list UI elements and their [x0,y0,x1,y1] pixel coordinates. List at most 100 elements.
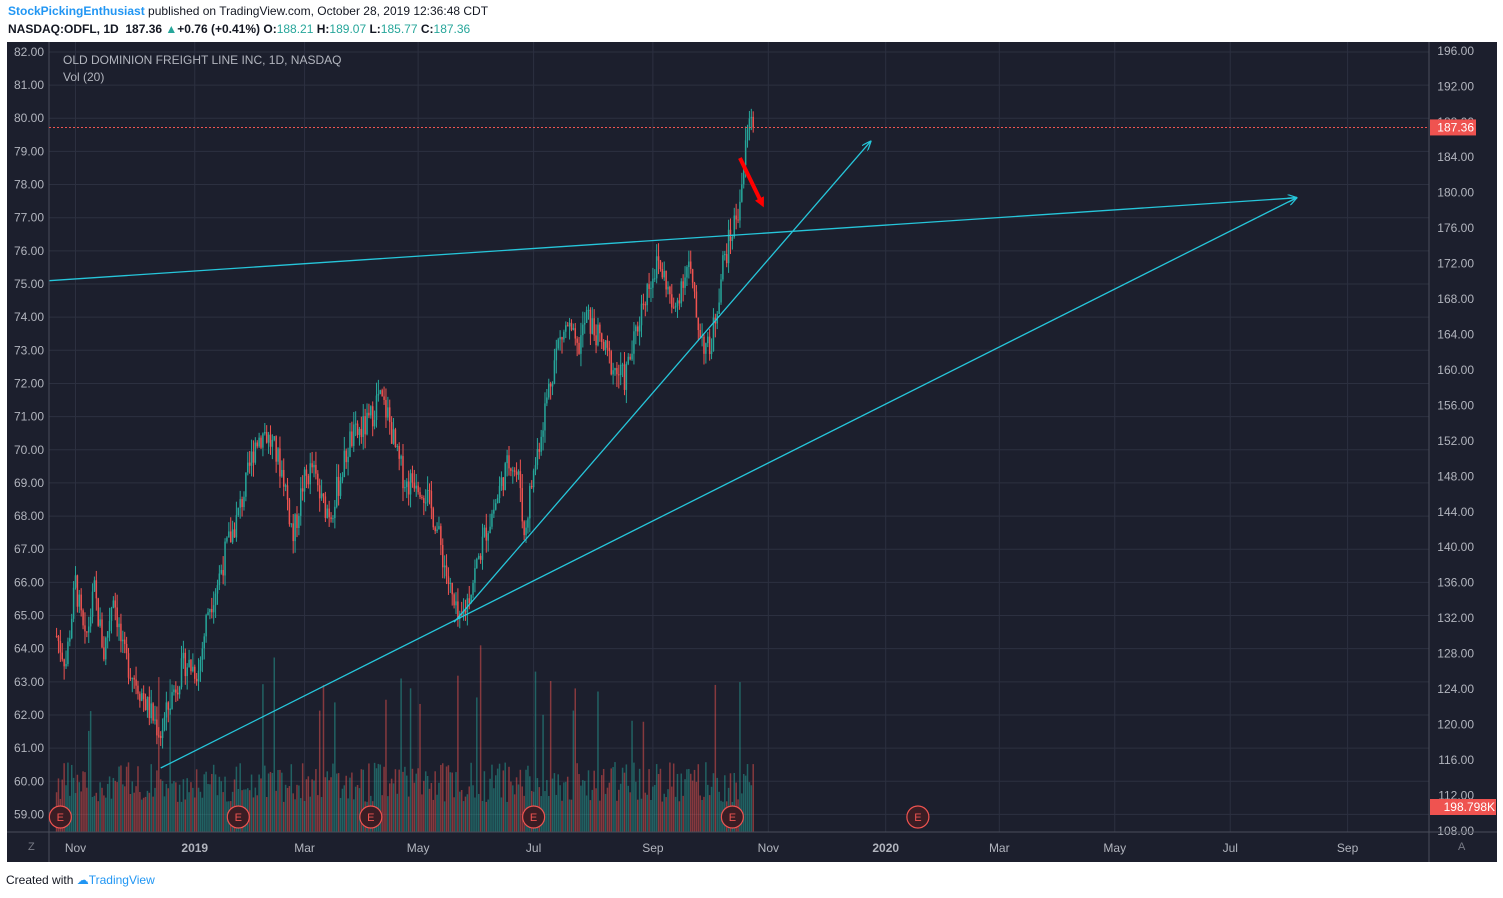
volume-bar [629,792,631,832]
author-link[interactable]: StockPickingEnthusiast [8,4,145,18]
volume-bar [74,793,77,832]
volume-bar [163,796,166,832]
earnings-marker[interactable] [226,805,250,829]
volume-bar [703,796,705,832]
candle-body [510,468,512,471]
volume-bar [671,786,673,832]
earnings-marker[interactable] [359,805,383,829]
chart[interactable]: 82.00 81.00 80.00 79.00 78.00 77.00 76.00 75.00… [7,42,1497,862]
earnings-marker[interactable] [720,805,744,829]
volume-bar [601,775,603,832]
candle-body [307,475,310,485]
volume-bar [93,795,96,832]
earnings-marker[interactable] [48,805,72,829]
legend-volume: Vol (20) [63,70,104,84]
earnings-marker[interactable] [906,805,930,829]
candle-body [239,499,241,508]
trendline[interactable] [160,198,1297,769]
volume-bar [614,762,616,832]
trendline[interactable] [48,198,1296,282]
volume-bar [292,793,294,832]
volume-bars [55,645,754,832]
candle-body [360,428,363,438]
candle-body [725,254,728,264]
trendline[interactable] [453,141,870,623]
candle-body [284,485,287,487]
tradingview-link[interactable]: TradingView [88,873,155,887]
left-tick-label: 79.00 [14,144,44,158]
candle-body [570,322,573,330]
volume-bar [544,791,546,832]
candle-body [125,643,128,654]
up-arrow-icon: ▲ [165,22,178,36]
candle-body [354,423,357,425]
earnings-label: E [729,812,736,824]
volume-bar [205,771,207,832]
chart-background [7,42,1497,862]
candle-body [585,310,588,323]
volume-bar [612,767,614,832]
volume-bar [212,764,215,832]
zoom-button[interactable]: Z [28,841,35,853]
volume-bar [654,785,656,832]
auto-label: A [1458,841,1466,853]
candle-body [748,118,751,130]
right-tick-label: 180.00 [1437,186,1474,200]
candle-body [676,300,679,306]
candle-body [328,508,330,518]
candle-body [103,647,105,660]
left-tick-label: 76.00 [14,244,44,258]
volume-bar [635,781,637,832]
candle-body [152,703,154,721]
volume-bar [659,768,662,832]
tradingview-logo-icon[interactable]: ☁ [76,873,89,887]
volume-bar [712,773,715,832]
right-tick-label: 148.00 [1437,469,1474,483]
last-price: 187.36 [125,22,163,36]
volume-bar [396,793,399,832]
candle-body [640,303,643,326]
volume-bar [699,795,701,832]
candle-body [633,331,635,354]
candle-body [712,317,715,352]
candle-body [661,269,664,278]
volume-bar [148,792,151,832]
candle-body [646,284,648,306]
candle-body [320,493,323,499]
candle-body [703,336,705,354]
publish-info: StockPickingEnthusiast published on Trad… [8,4,488,18]
annotation-arrow[interactable] [738,157,764,208]
candle-body [194,666,196,679]
volume-bar [335,773,338,832]
candle-body [498,485,501,499]
candle-body [86,631,88,633]
candle-body [671,294,673,308]
volume-bar [460,789,463,832]
volume-bar [411,768,414,832]
volume-bar [455,772,457,832]
auto-scale-button[interactable]: A [1458,841,1466,853]
candle-body [398,446,400,459]
volume-bar [284,784,287,832]
volume-bar [142,797,145,832]
left-tick-label: 67.00 [14,542,44,556]
volume-bar [417,768,419,832]
candle-body [55,635,58,637]
candle-body [574,328,577,339]
earnings-marker[interactable] [522,805,546,829]
volume-bar [260,778,262,832]
candle-body [220,569,223,574]
volume-bar [248,790,251,832]
trendlines[interactable] [48,141,1297,769]
volume-bar [214,774,217,832]
candle-body [686,267,688,278]
volume-bar [576,763,578,832]
volume-bar [91,796,94,832]
left-tick-label: 63.00 [14,675,44,689]
candle-body [432,508,435,528]
candle-body [118,623,120,628]
volume-bar [493,788,495,832]
left-tick-label: 75.00 [14,277,44,291]
volume-bar [527,765,529,832]
